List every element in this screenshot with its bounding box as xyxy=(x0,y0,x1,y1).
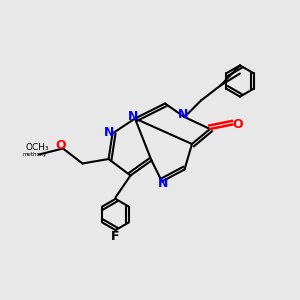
Text: methoxy: methoxy xyxy=(22,152,46,157)
Text: N: N xyxy=(178,108,188,121)
Text: N: N xyxy=(104,125,114,139)
Text: OCH₃: OCH₃ xyxy=(26,142,50,152)
Text: N: N xyxy=(158,177,169,190)
Text: O: O xyxy=(232,118,243,131)
Text: N: N xyxy=(128,110,139,123)
Text: F: F xyxy=(111,230,120,243)
Text: O: O xyxy=(55,139,66,152)
